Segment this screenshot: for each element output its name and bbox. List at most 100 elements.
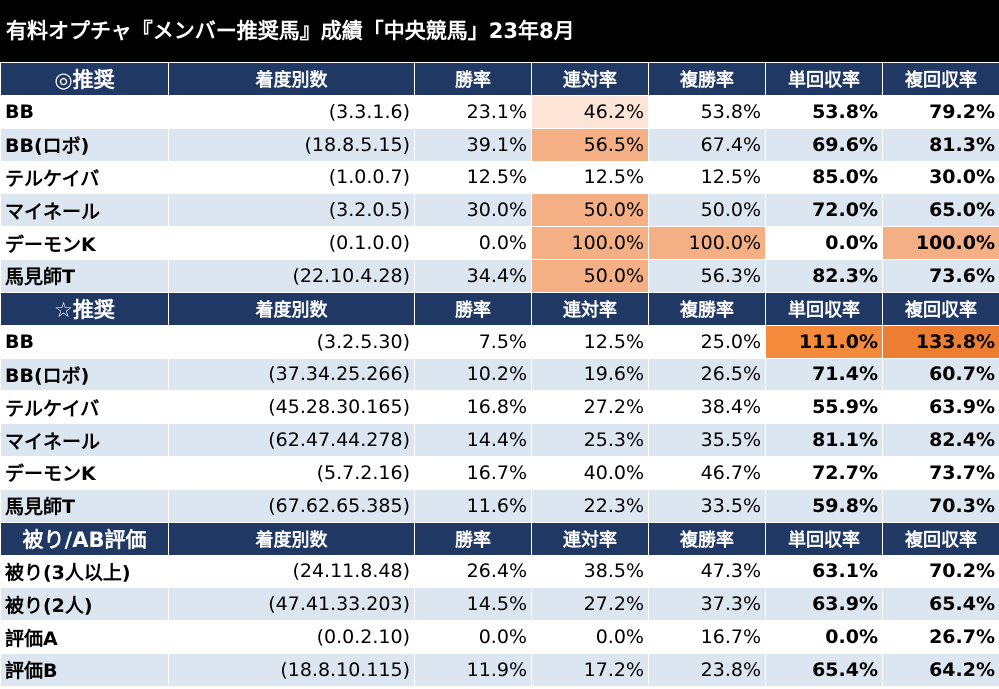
record-cell: (0.1.0.0) [168,226,415,260]
column-header: 連対率 [531,521,649,556]
rentai-rate-cell: 27.2% [531,587,649,622]
section-header-row: ☆推奨 着度別数 勝率 連対率 複勝率 単回収率 複回収率 [0,291,999,326]
fukusho-rate-cell: 23.8% [648,652,766,687]
row-name: マイネール [0,193,169,228]
table-row: デーモンK (5.7.2.16) 16.7% 40.0% 46.7% 72.7% 73.7% [0,455,999,490]
record-cell: (18.8.5.15) [168,127,415,162]
fukusho-rate-cell: 25.0% [648,324,766,359]
rentai-rate-cell: 50.0% [531,258,649,293]
fukusho-rate-cell: 12.5% [648,160,766,195]
column-header: 複回収率 [882,521,999,556]
win-rate-cell: 30.0% [414,193,532,228]
table-row: マイネール (3.2.0.5) 30.0% 50.0% 50.0% 72.0% 65.0% [0,193,999,228]
fukusho-return-cell: 65.4% [882,587,999,622]
win-rate-cell: 7.5% [414,324,532,359]
fukusho-rate-cell: 26.5% [648,357,766,392]
fukusho-return-cell: 70.3% [882,488,999,523]
fukusho-return-cell: 133.8% [882,324,999,359]
tansho-return-cell: 63.1% [765,554,883,589]
row-name: デーモンK [0,455,169,490]
record-cell: (0.0.2.10) [168,620,415,654]
rentai-rate-cell: 12.5% [531,160,649,195]
win-rate-cell: 16.7% [414,455,532,490]
column-header: 複勝率 [648,521,766,556]
row-name: テルケイバ [0,160,169,195]
rentai-rate-cell: 100.0% [531,226,649,260]
fukusho-return-cell: 60.7% [882,357,999,392]
fukusho-return-cell: 30.0% [882,160,999,195]
record-cell: (45.28.30.165) [168,390,415,425]
fukusho-return-cell: 100.0% [882,226,999,260]
tansho-return-cell: 82.3% [765,258,883,293]
win-rate-cell: 11.9% [414,652,532,687]
column-header: 複勝率 [648,62,766,96]
win-rate-cell: 14.5% [414,587,532,622]
win-rate-cell: 12.5% [414,160,532,195]
column-header: 連対率 [531,62,649,96]
fukusho-return-cell: 73.7% [882,455,999,490]
win-rate-cell: 14.4% [414,423,532,457]
table-row: テルケイバ (45.28.30.165) 16.8% 27.2% 38.4% 55.9% 6… [0,390,999,425]
row-name: 馬見師T [0,488,169,523]
row-name: BB [0,324,169,359]
table-row: 被り(2人) (47.41.33.203) 14.5% 27.2% 37.3% 63.9%… [0,587,999,622]
table-row: 馬見師T (22.10.4.28) 34.4% 50.0% 56.3% 82.3% 73.6… [0,258,999,293]
table-row: 馬見師T (67.62.65.385) 11.6% 22.3% 33.5% 59.8% 70… [0,488,999,523]
section-label: ◎推奨 [0,62,169,96]
column-header: 単回収率 [765,62,883,96]
fukusho-return-cell: 82.4% [882,423,999,457]
record-cell: (3.2.0.5) [168,193,415,228]
fukusho-return-cell: 73.6% [882,258,999,293]
table-row: BB (3.2.5.30) 7.5% 12.5% 25.0% 111.0% 133.8% [0,324,999,359]
tansho-return-cell: 85.0% [765,160,883,195]
table-row: BB(ロボ) (37.34.25.266) 10.2% 19.6% 26.5% 71.4%… [0,357,999,392]
column-header: 複回収率 [882,291,999,326]
section-label: 被り/AB評価 [0,521,169,556]
column-header: 単回収率 [765,291,883,326]
rentai-rate-cell: 17.2% [531,652,649,687]
table-row: BB (3.3.1.6) 23.1% 46.2% 53.8% 53.8% 79.2% [0,95,999,129]
tansho-return-cell: 55.9% [765,390,883,425]
tansho-return-cell: 72.0% [765,193,883,228]
win-rate-cell: 11.6% [414,488,532,523]
section-label: ☆推奨 [0,291,169,326]
tansho-return-cell: 59.8% [765,488,883,523]
row-name: 馬見師T [0,258,169,293]
record-cell: (5.7.2.16) [168,455,415,490]
row-name: BB(ロボ) [0,127,169,162]
record-cell: (62.47.44.278) [168,423,415,457]
fukusho-return-cell: 65.0% [882,193,999,228]
rentai-rate-cell: 38.5% [531,554,649,589]
row-name: 被り(3人以上) [0,554,169,589]
fukusho-rate-cell: 47.3% [648,554,766,589]
tansho-return-cell: 111.0% [765,324,883,359]
rentai-rate-cell: 27.2% [531,390,649,425]
win-rate-cell: 10.2% [414,357,532,392]
tansho-return-cell: 72.7% [765,455,883,490]
win-rate-cell: 26.4% [414,554,532,589]
tansho-return-cell: 81.1% [765,423,883,457]
record-cell: (3.3.1.6) [168,95,415,129]
fukusho-rate-cell: 50.0% [648,193,766,228]
fukusho-return-cell: 79.2% [882,95,999,129]
table-row: 評価A (0.0.2.10) 0.0% 0.0% 16.7% 0.0% 26.7% [0,620,999,654]
fukusho-rate-cell: 67.4% [648,127,766,162]
row-name: BB [0,95,169,129]
tansho-return-cell: 65.4% [765,652,883,687]
fukusho-return-cell: 26.7% [882,620,999,654]
column-header: 着度別数 [168,291,415,326]
fukusho-rate-cell: 46.7% [648,455,766,490]
section-header-row: ◎推奨 着度別数 勝率 連対率 複勝率 単回収率 複回収率 [0,62,999,96]
column-header: 勝率 [414,521,532,556]
tansho-return-cell: 53.8% [765,95,883,129]
record-cell: (22.10.4.28) [168,258,415,293]
column-header: 単回収率 [765,521,883,556]
row-name: 評価B [0,652,169,687]
results-table: ◎推奨 着度別数 勝率 連対率 複勝率 単回収率 複回収率 BB (3.3.1.6) 23.1% 4… [0,62,999,687]
rentai-rate-cell: 19.6% [531,357,649,392]
column-header: 連対率 [531,291,649,326]
table-row: マイネール (62.47.44.278) 14.4% 25.3% 35.5% 81.1% 8… [0,423,999,457]
record-cell: (3.2.5.30) [168,324,415,359]
win-rate-cell: 23.1% [414,95,532,129]
win-rate-cell: 0.0% [414,620,532,654]
